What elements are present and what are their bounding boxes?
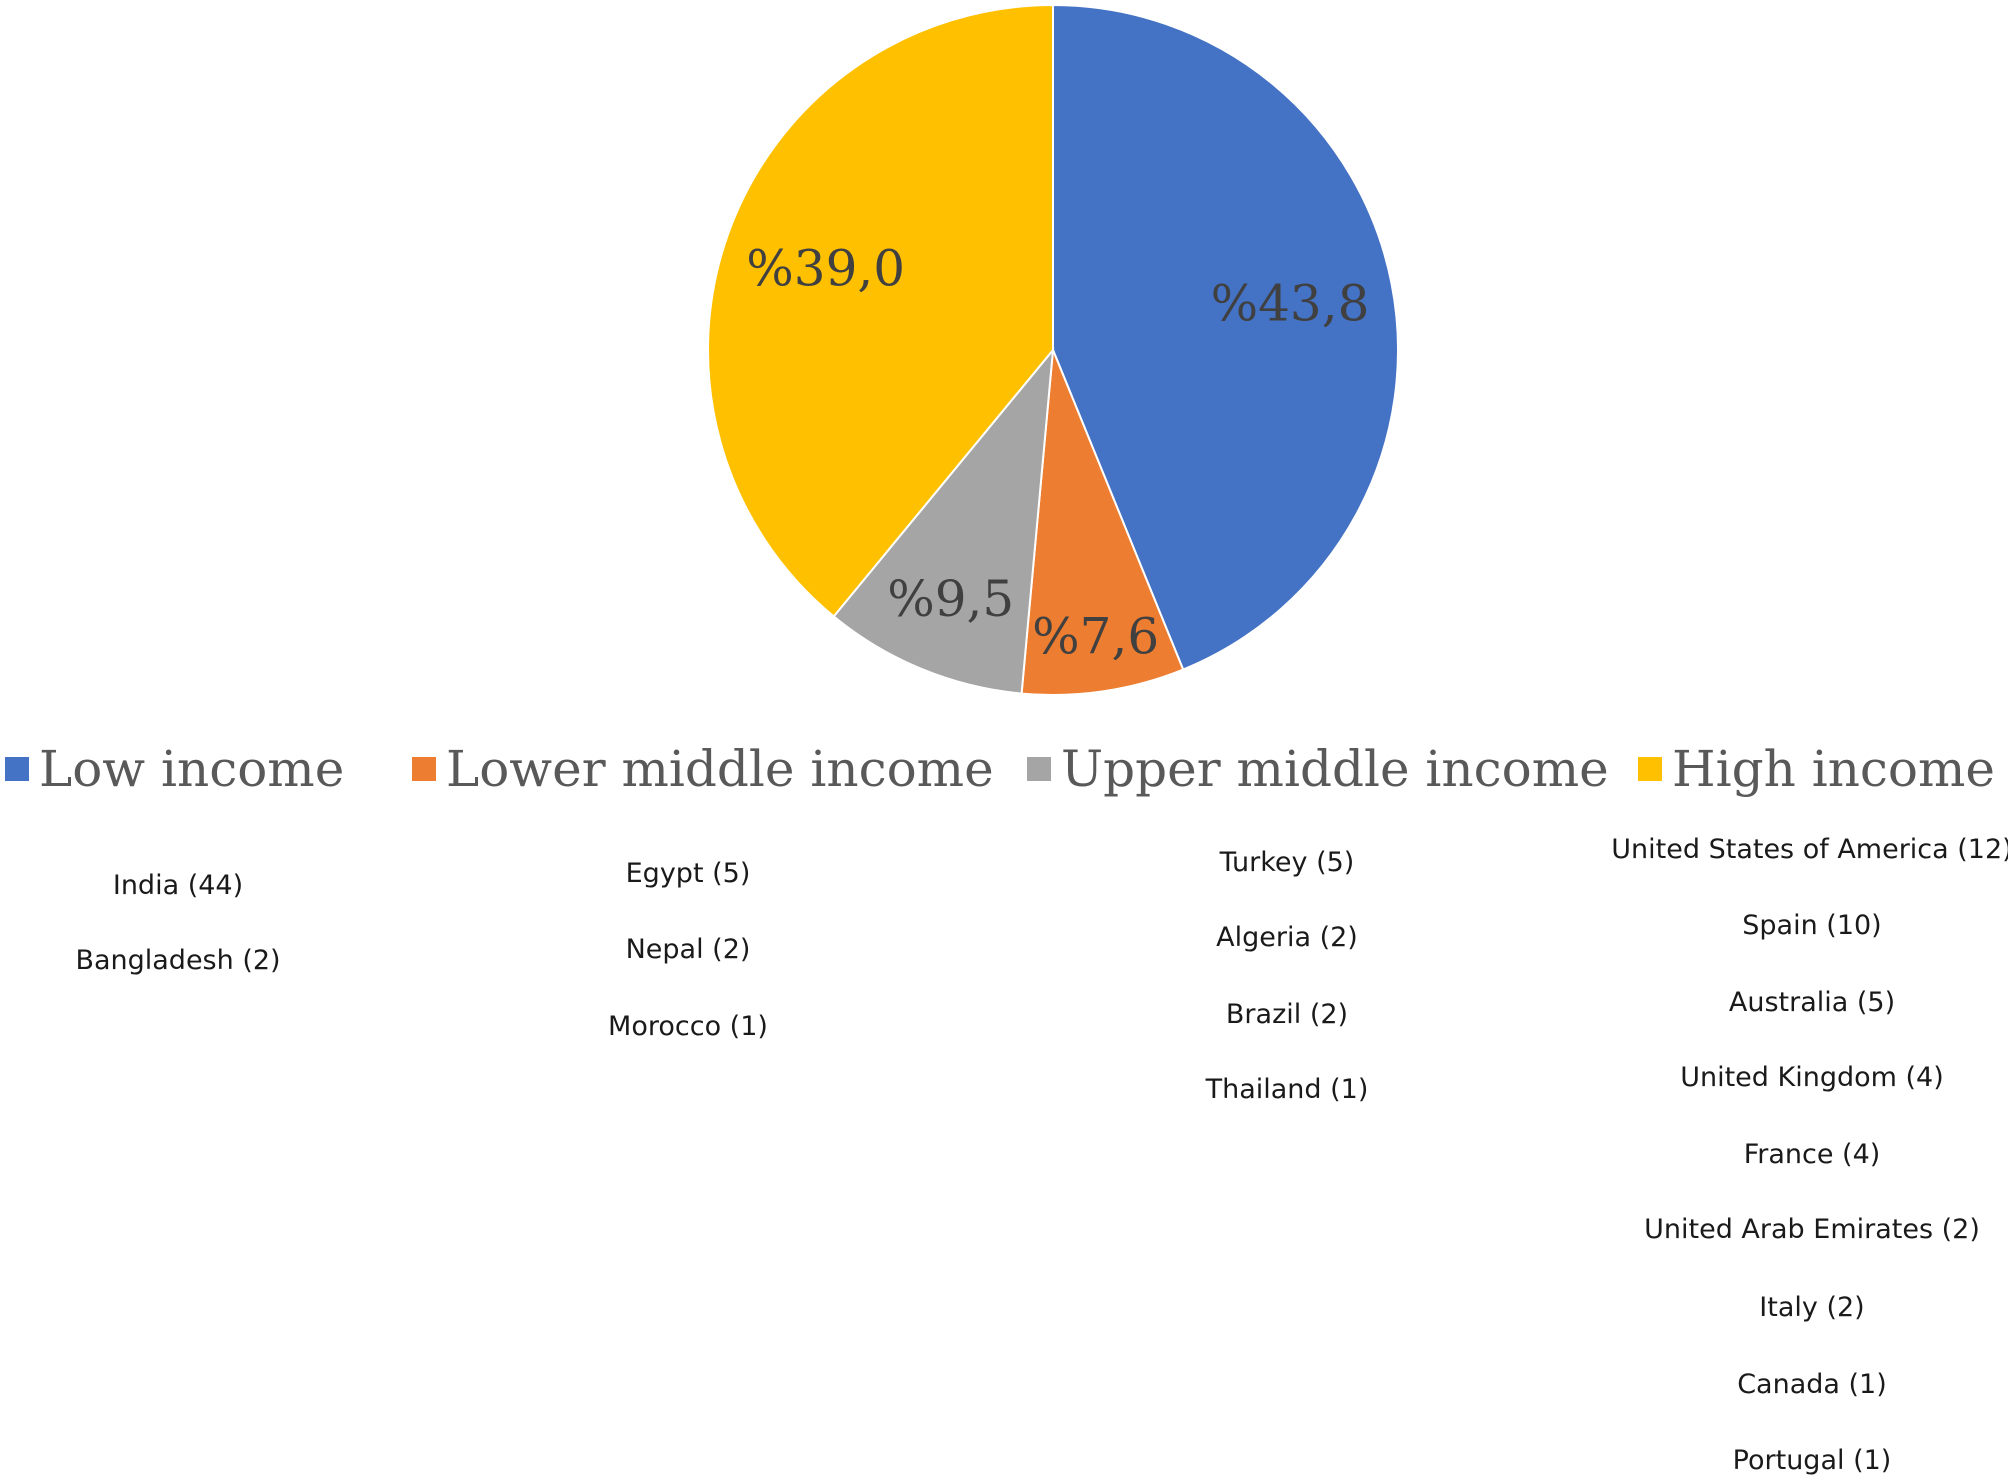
slice-data-label: %9,5 <box>887 570 1014 628</box>
slice-data-label: %7,6 <box>1032 608 1159 666</box>
legend-label: High income <box>1672 740 1995 798</box>
legend-label: Low income <box>39 740 345 798</box>
legend: Low income Lower middle income Upper mid… <box>0 740 2008 820</box>
country-item: India (44) <box>112 870 244 901</box>
country-item: United States of America (12) <box>1611 834 2008 865</box>
legend-item-low-income: Low income <box>5 740 344 798</box>
country-item: Thailand (1) <box>1205 1074 1369 1105</box>
country-item: Bangladesh (2) <box>75 945 281 976</box>
country-item: France (4) <box>1743 1139 1881 1170</box>
legend-item-lower-middle-income: Lower middle income <box>412 740 994 798</box>
country-item: Algeria (2) <box>1216 922 1358 953</box>
legend-label: Upper middle income <box>1061 740 1609 798</box>
country-item: Spain (10) <box>1742 910 1882 941</box>
legend-item-high-income: High income <box>1638 740 1995 798</box>
country-item: Canada (1) <box>1737 1369 1887 1400</box>
country-item: Egypt (5) <box>625 858 751 889</box>
country-item: Morocco (1) <box>608 1011 768 1042</box>
legend-swatch <box>1638 757 1662 781</box>
pie-slice-high-income <box>707 3 1054 618</box>
legend-swatch <box>412 757 436 781</box>
legend-swatch <box>5 757 29 781</box>
country-item: Nepal (2) <box>625 934 751 965</box>
country-item: United Kingdom (4) <box>1680 1062 1944 1093</box>
legend-label: Lower middle income <box>446 740 994 798</box>
country-item: Australia (5) <box>1728 987 1896 1018</box>
pie-slice-upper-middle-income <box>832 346 1055 695</box>
pie-chart: %43,8 %7,6 %9,5 %39,0 <box>707 3 1399 696</box>
legend-item-upper-middle-income: Upper middle income <box>1027 740 1609 798</box>
slice-data-label: %39,0 <box>746 239 905 297</box>
country-item: Turkey (5) <box>1219 847 1355 878</box>
country-item: United Arab Emirates (2) <box>1644 1214 1980 1245</box>
pie-slice-lower-middle-income <box>1020 349 1185 696</box>
pie-slice-low-income <box>1052 3 1399 671</box>
country-item: Portugal (1) <box>1732 1445 1892 1476</box>
country-item: Italy (2) <box>1759 1292 1865 1323</box>
legend-swatch <box>1027 757 1051 781</box>
country-item: Brazil (2) <box>1225 999 1349 1030</box>
slice-data-label: %43,8 <box>1211 275 1370 333</box>
